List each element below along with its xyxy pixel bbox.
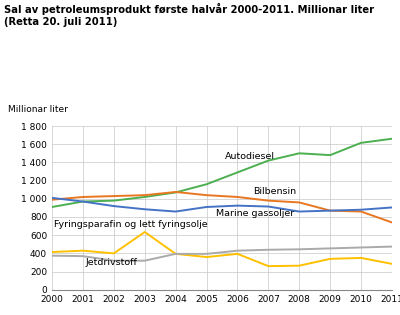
Text: Autodiesel: Autodiesel	[225, 152, 275, 161]
Text: Millionar liter: Millionar liter	[8, 105, 68, 114]
Text: Fyringsparafin og lett fyringsolje: Fyringsparafin og lett fyringsolje	[54, 220, 207, 229]
Text: Jetdrivstoff: Jetdrivstoff	[86, 258, 138, 267]
Text: Sal av petroleumsprodukt første halvår 2000-2011. Millionar liter
(Retta 20. jul: Sal av petroleumsprodukt første halvår 2…	[4, 3, 374, 27]
Text: Bilbensin: Bilbensin	[253, 186, 296, 196]
Text: Marine gassoljer: Marine gassoljer	[216, 209, 294, 218]
